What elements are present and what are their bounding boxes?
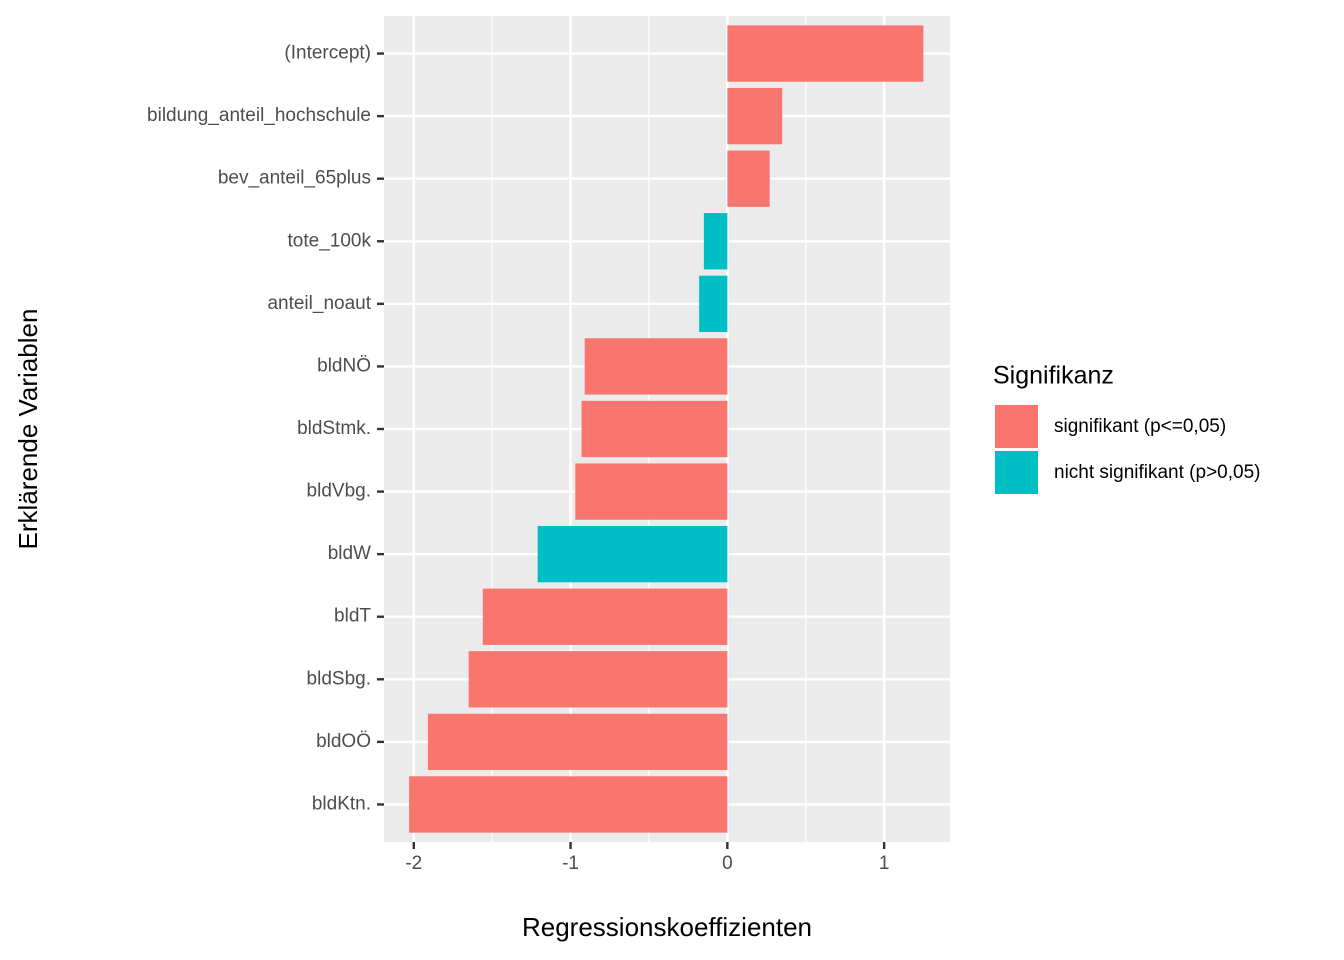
y-tick-label: bldStmk. [297,418,371,439]
bar [575,463,728,520]
x-tick-label: -1 [562,853,579,874]
bar [699,275,728,333]
y-tick-label: bldW [328,543,371,564]
y-axis-title: Erklärende Variablen [13,309,43,550]
legend-key [995,451,1038,494]
legend-label: signifikant (p<=0,05) [1054,416,1226,437]
y-tick-label: bldT [334,606,371,627]
bar [727,150,770,207]
legend-key [995,405,1038,448]
legend-label: nicht signifikant (p>0,05) [1054,462,1260,483]
y-tick-label: bldOÖ [316,731,371,752]
bar [727,87,783,145]
x-tick-label: 1 [879,853,890,874]
y-tick-label: bildung_anteil_hochschule [147,105,371,126]
y-tick-label: bev_anteil_65plus [218,168,371,189]
y-tick-label: anteil_noaut [267,293,371,314]
bar [468,651,728,708]
bar [703,213,728,270]
y-tick-label: bldVbg. [307,481,371,502]
bar [482,588,728,645]
y-tick-label: bldKtn. [312,793,371,814]
bar [427,713,728,771]
bar [537,525,728,583]
bar [584,338,728,395]
legend-title: Signifikanz [993,362,1114,390]
x-tick-label: -2 [405,853,422,874]
x-tick-label: 0 [722,853,733,874]
bar [581,400,728,458]
y-tick-label: bldNÖ [317,355,371,376]
y-tick-label: tote_100k [288,230,372,251]
bar [409,776,728,833]
y-tick-label: (Intercept) [284,43,371,64]
x-axis-title: Regressionskoeffizienten [522,912,812,942]
bar [727,25,924,82]
y-tick-label: bldSbg. [307,668,371,689]
